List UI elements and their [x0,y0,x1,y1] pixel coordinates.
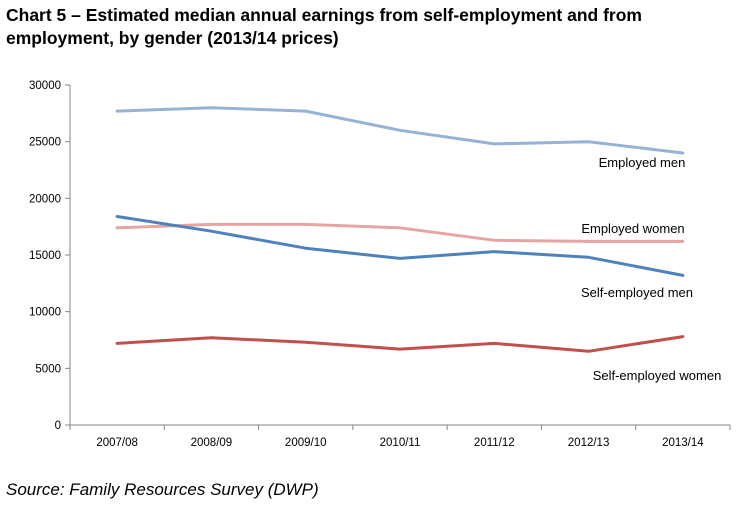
series-label-employed-men: Employed men [599,155,686,170]
source-note: Source: Family Resources Survey (DWP) [6,480,319,499]
y-tick-label: 20000 [29,193,61,205]
x-tick-label: 2013/14 [662,437,704,449]
series-label-self-employed-women: Self-employed women [593,368,722,383]
chart-title: Chart 5 – Estimated median annual earnin… [6,5,642,48]
y-tick-label: 30000 [29,80,61,92]
y-tick-label: 10000 [29,307,61,319]
series-label-self-employed-men: Self-employed men [581,285,693,300]
y-tick-label: 25000 [29,137,61,149]
x-tick-label: 2012/13 [568,437,610,449]
series-lines [115,106,685,353]
x-axis-ticks: 2007/08 2008/09 2009/10 2010/11 2011/12 2012/… [69,425,731,449]
y-axis-ticks: 0 5000 10000 15000 20000 25000 30000 [29,80,70,432]
y-tick-label: 15000 [29,250,61,262]
series-labels: Employed men Employed women Self-employed … [581,155,721,383]
series-line-employed-men [115,106,685,155]
series-label-employed-women: Employed women [581,221,684,236]
x-tick-label: 2010/11 [380,437,421,449]
x-tick-label: 2008/09 [191,437,233,449]
x-tick-label: 2007/08 [96,437,138,449]
y-tick-label: 5000 [35,363,61,375]
x-tick-label: 2011/12 [474,437,515,449]
series-line-self-employed-women [115,335,685,353]
y-tick-label: 0 [55,420,61,432]
x-tick-label: 2009/10 [285,437,327,449]
